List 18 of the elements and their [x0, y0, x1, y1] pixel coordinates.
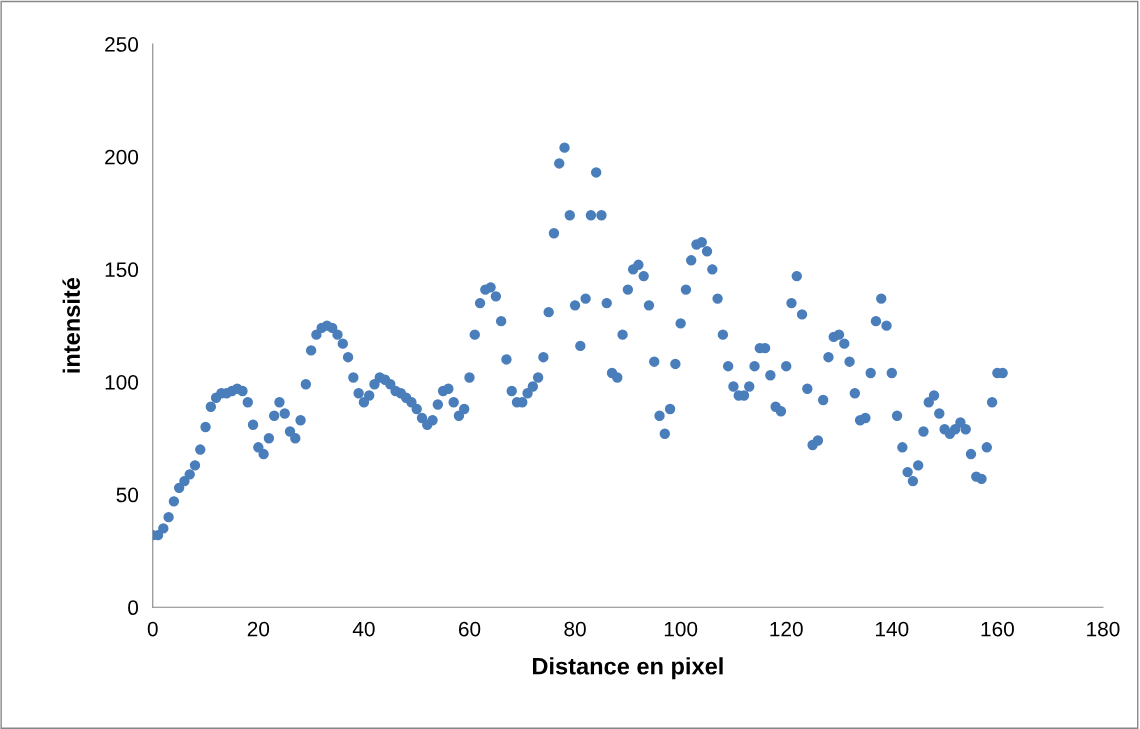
x-tick-label: 80 [564, 621, 586, 637]
x-tick-label: 120 [770, 621, 803, 637]
x-tick-label: 20 [247, 621, 270, 637]
y-tick-label: 100 [105, 374, 139, 390]
x-tick-label: 0 [147, 621, 158, 637]
x-tick-label: 100 [664, 621, 698, 637]
y-tick-label: 0 [128, 600, 139, 616]
y-tick-label: 50 [116, 487, 139, 503]
y-tick-label: 150 [105, 262, 139, 278]
x-tick-label: 140 [876, 621, 909, 637]
x-tick-label: 60 [458, 621, 481, 637]
y-tick-label: 200 [105, 149, 139, 165]
x-tick-label: 40 [352, 621, 375, 637]
y-axis-title: intensité [62, 277, 80, 373]
x-tick-label: 160 [981, 621, 1014, 637]
x-axis-title: Distance en pixel [532, 657, 723, 680]
y-tick-label: 250 [105, 37, 139, 52]
x-tick-label: 180 [1087, 621, 1120, 637]
